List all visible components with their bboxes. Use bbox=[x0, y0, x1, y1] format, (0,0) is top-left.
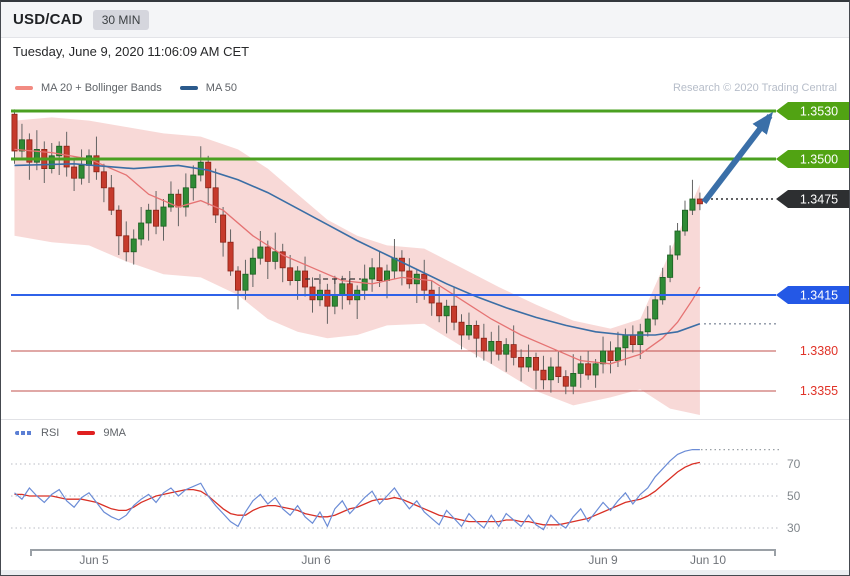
chart-header: USD/CAD 30 MIN bbox=[1, 2, 849, 38]
price-label-1.3380: 1.3380 bbox=[800, 344, 838, 358]
price-level-badge bbox=[776, 102, 849, 120]
timeframe-badge[interactable]: 30 MIN bbox=[92, 9, 150, 30]
projection-arrow bbox=[701, 111, 774, 205]
copyright-credit: Research © 2020 Trading Central bbox=[672, 82, 837, 94]
x-axis-label: Jun 10 bbox=[689, 553, 727, 567]
rsi-chart: 70 50 30 bbox=[11, 448, 801, 535]
ma20-line bbox=[14, 148, 701, 365]
price-label-1.3500: 1.3500 bbox=[800, 153, 838, 167]
price-label-1.3355: 1.3355 bbox=[800, 384, 838, 398]
x-axis-label: Jun 6 bbox=[301, 553, 331, 567]
axis-bracket-line bbox=[30, 549, 776, 556]
rsi-axis-label-50: 50 bbox=[787, 489, 801, 503]
panel-divider bbox=[1, 419, 849, 420]
price-level-badge bbox=[776, 190, 849, 208]
price-chart: 1.3530 1.3500 1.3475 1.3415 1.3380 1.3355 bbox=[11, 102, 849, 416]
ma50-label: MA 50 bbox=[205, 82, 237, 94]
rsi-line bbox=[14, 448, 700, 531]
x-axis-label: Jun 9 bbox=[588, 553, 618, 567]
datetime-label: Tuesday, June 9, 2020 11:06:09 AM CET bbox=[1, 38, 849, 64]
rsi-ma-swatch bbox=[77, 431, 96, 435]
price-level-badge bbox=[776, 150, 849, 168]
rsi-axis-label-70: 70 bbox=[787, 457, 801, 471]
rsi-swatch bbox=[15, 431, 33, 435]
price-panel-legend: MA 20 + Bollinger Bands MA 50 Research ©… bbox=[15, 82, 837, 94]
rsi-panel-legend: RSI 9MA bbox=[15, 427, 136, 439]
ma50-line bbox=[14, 162, 701, 336]
rsi-label: RSI bbox=[41, 427, 60, 439]
price-label-1.3530: 1.3530 bbox=[800, 105, 838, 119]
ma20-bollinger-swatch bbox=[15, 86, 33, 90]
price-level-badge bbox=[776, 286, 849, 304]
x-axis-bracket bbox=[30, 549, 776, 556]
rsi-ma-label: 9MA bbox=[103, 427, 126, 439]
rsi-ma9-line bbox=[14, 461, 701, 526]
ma50-swatch bbox=[179, 86, 198, 90]
rsi-axis-label-30: 30 bbox=[787, 521, 801, 535]
price-label-1.3475: 1.3475 bbox=[800, 193, 838, 207]
price-label-1.3415: 1.3415 bbox=[800, 289, 838, 303]
ma20-bollinger-label: MA 20 + Bollinger Bands bbox=[41, 82, 162, 94]
footer-strip bbox=[1, 570, 849, 575]
x-axis-label: Jun 5 bbox=[79, 553, 109, 567]
symbol-title: USD/CAD bbox=[13, 11, 83, 28]
